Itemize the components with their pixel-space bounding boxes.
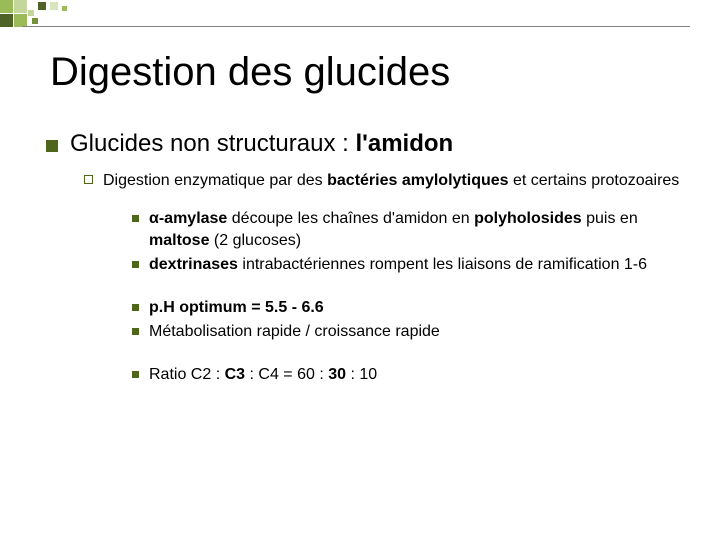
lvl1-prefix: Glucides non structuraux :: [70, 130, 355, 157]
bullet-small-square-icon: [132, 261, 139, 268]
level3-item: dextrinases intrabactériennes rompent le…: [132, 254, 696, 276]
deco-square-icon: [62, 6, 67, 11]
deco-square-icon: [14, 0, 27, 13]
bold-span: maltose: [149, 232, 209, 249]
level3-text: α-amylase découpe les chaînes d'amidon e…: [149, 208, 696, 253]
level3-groups: α-amylase découpe les chaînes d'amidon e…: [46, 208, 696, 386]
slide-content: Glucides non structuraux : l'amidon Dige…: [46, 130, 696, 406]
bullet-hollow-square-icon: [84, 175, 93, 184]
level2-text: Digestion enzymatique par des bactéries …: [103, 170, 679, 192]
level3-group: p.H optimum = 5.5 - 6.6 Métabolisation ra…: [132, 297, 696, 344]
header-underline: [22, 26, 690, 27]
bullet-filled-square-icon: [46, 140, 58, 152]
text-span: : 10: [346, 366, 377, 383]
level3-item: Ratio C2 : C3 : C4 = 60 : 30 : 10: [132, 364, 696, 386]
level3-group: α-amylase découpe les chaînes d'amidon e…: [132, 208, 696, 277]
level3-item: p.H optimum = 5.5 - 6.6: [132, 297, 696, 319]
deco-square-icon: [28, 10, 34, 16]
bullet-small-square-icon: [132, 304, 139, 311]
deco-square-icon: [50, 2, 58, 10]
level3-text: Ratio C2 : C3 : C4 = 60 : 30 : 10: [149, 364, 377, 386]
text-span: puis en: [582, 210, 638, 227]
deco-square-icon: [0, 0, 13, 13]
bullet-small-square-icon: [132, 371, 139, 378]
lvl1-bold: l'amidon: [355, 130, 453, 157]
level2-item: Digestion enzymatique par des bactéries …: [84, 170, 696, 192]
lvl2-bold: bactéries amylolytiques: [327, 172, 508, 189]
text-span: Métabolisation rapide / croissance rapid…: [149, 323, 440, 340]
bold-span: 30: [328, 366, 346, 383]
level1-item: Glucides non structuraux : l'amidon: [46, 130, 696, 158]
level3-text: dextrinases intrabactériennes rompent le…: [149, 254, 647, 276]
bold-span: polyholosides: [474, 210, 582, 227]
lvl2-pre: Digestion enzymatique par des: [103, 172, 327, 189]
deco-square-icon: [38, 2, 46, 10]
text-span: découpe les chaînes d'amidon en: [227, 210, 474, 227]
bold-span: α-amylase: [149, 210, 227, 227]
level3-item: α-amylase découpe les chaînes d'amidon e…: [132, 208, 696, 253]
bullet-small-square-icon: [132, 215, 139, 222]
level1-text: Glucides non structuraux : l'amidon: [70, 130, 453, 158]
text-span: : C4 = 60 :: [245, 366, 328, 383]
text-span: Ratio C2 :: [149, 366, 225, 383]
bullet-small-square-icon: [132, 328, 139, 335]
level3-text: Métabolisation rapide / croissance rapid…: [149, 321, 440, 343]
level3-group: Ratio C2 : C3 : C4 = 60 : 30 : 10: [132, 364, 696, 386]
lvl2-post: et certains protozoaires: [509, 172, 680, 189]
text-span: intrabactériennes rompent les liaisons d…: [238, 256, 647, 273]
deco-square-icon: [32, 18, 38, 24]
bold-span: p.H optimum = 5.5 - 6.6: [149, 299, 324, 316]
level3-item: Métabolisation rapide / croissance rapid…: [132, 321, 696, 343]
slide-title: Digestion des glucides: [50, 50, 450, 95]
level3-text: p.H optimum = 5.5 - 6.6: [149, 297, 324, 319]
text-span: (2 glucoses): [209, 232, 301, 249]
bold-span: dextrinases: [149, 256, 238, 273]
deco-square-icon: [0, 14, 13, 27]
bold-span: C3: [225, 366, 245, 383]
